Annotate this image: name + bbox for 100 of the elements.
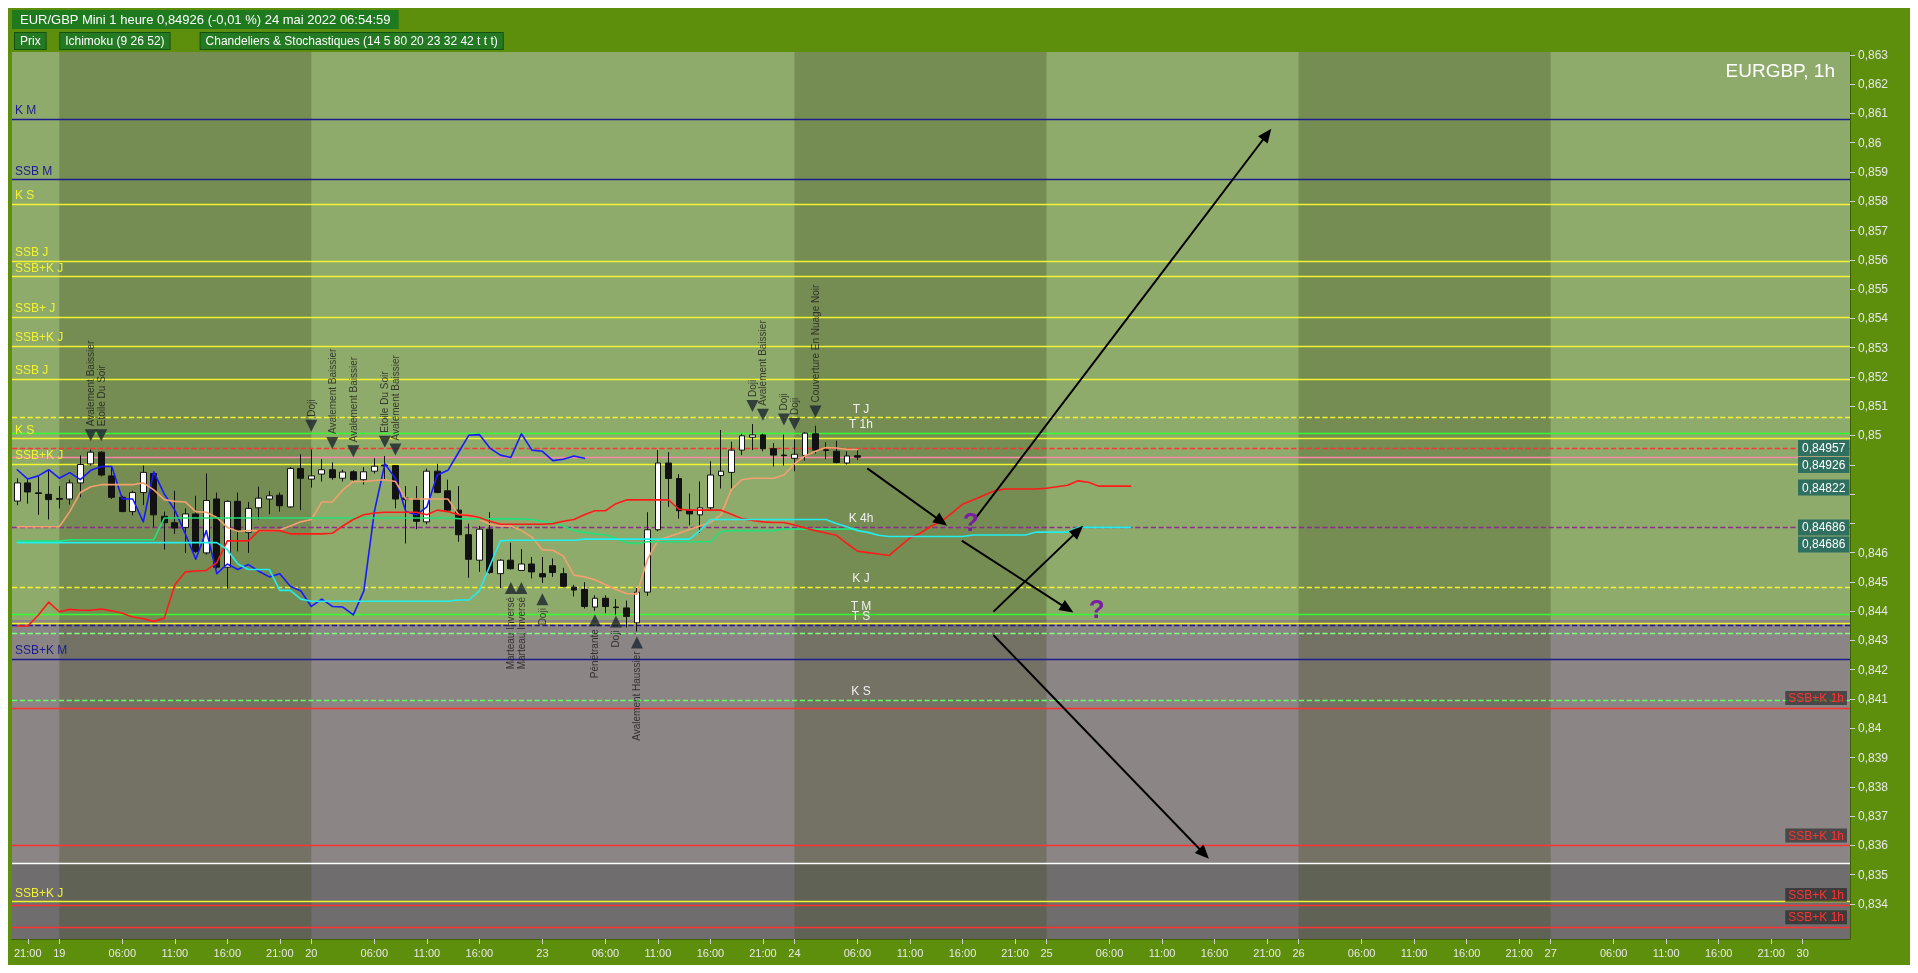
x-tick-label: 16:00 bbox=[948, 946, 977, 959]
y-tick-label: 0,841 bbox=[1858, 691, 1889, 706]
data-label: Marteau Inversé bbox=[505, 596, 517, 670]
y-tick-label: 0,842 bbox=[1858, 662, 1889, 677]
data-label: Avalement Baissier bbox=[85, 340, 97, 427]
x-tick-label: 16:00 bbox=[1704, 946, 1733, 959]
y-tick-label: 0,837 bbox=[1858, 809, 1889, 824]
point bbox=[777, 413, 790, 426]
y-tick-label: 0,834 bbox=[1858, 896, 1889, 911]
ref-line-label: SSB+K 1h bbox=[1788, 888, 1844, 903]
x-tick-label: 11:00 bbox=[644, 946, 672, 959]
ref-line-label: SSB+K 1h bbox=[1788, 910, 1844, 925]
chart-subtitle: EURGBP, 1h bbox=[1725, 60, 1835, 81]
x-tick-label: 27 bbox=[1544, 946, 1557, 959]
y-tick-label: 0,857 bbox=[1858, 223, 1889, 238]
data-label: Etoile Du Soir bbox=[379, 370, 391, 433]
ref-line-label: SSB+K J bbox=[15, 330, 64, 345]
ref-line-label: K J bbox=[852, 570, 870, 585]
x-tick-label: 16:00 bbox=[213, 946, 242, 959]
point bbox=[609, 615, 622, 628]
candlestick bbox=[791, 438, 798, 472]
x-tick-label: 23 bbox=[536, 946, 549, 959]
candlestick bbox=[234, 492, 241, 552]
point bbox=[746, 399, 759, 412]
x-tick-label: 21:00 bbox=[1001, 946, 1029, 959]
ref-line-label: K S bbox=[15, 422, 35, 437]
point bbox=[756, 408, 769, 421]
point bbox=[630, 636, 643, 649]
candlestick bbox=[318, 458, 325, 482]
x-tick-label: 16:00 bbox=[465, 946, 494, 959]
data-label: Couverture En Nuage Noir bbox=[809, 283, 821, 403]
ref-line-label: K 4h bbox=[848, 511, 874, 526]
candlestick bbox=[823, 441, 829, 460]
y-tick-label: 0,844 bbox=[1858, 604, 1889, 619]
ref-line-label: SSB+K 1h bbox=[1788, 691, 1844, 706]
candlestick bbox=[623, 600, 630, 629]
ref-line-label: SSB+ J bbox=[15, 301, 56, 316]
x-tick-label: 16:00 bbox=[1200, 946, 1229, 959]
ref-line-label: SSB M bbox=[15, 163, 53, 178]
point bbox=[84, 429, 97, 442]
ref-line-label: SSB+K 1h bbox=[1788, 828, 1844, 843]
x-tick-label: 20 bbox=[305, 946, 318, 959]
x-tick-label: 21:00 bbox=[1253, 946, 1281, 959]
candlestick bbox=[192, 495, 199, 554]
candlestick bbox=[276, 492, 283, 513]
candlestick bbox=[476, 525, 483, 573]
candlestick bbox=[665, 451, 672, 508]
candlestick bbox=[339, 469, 346, 482]
candlestick bbox=[592, 594, 598, 612]
ref-line-label: SSB+K M bbox=[15, 643, 68, 658]
candlestick bbox=[549, 557, 556, 578]
x-tick-label: 16:00 bbox=[696, 946, 725, 959]
data-label: Doji bbox=[778, 393, 790, 411]
y-tick-label: 0,853 bbox=[1858, 340, 1889, 355]
x-tick-label: 11:00 bbox=[1400, 946, 1428, 959]
data-label: Pénétrante bbox=[589, 628, 601, 679]
y-tick-label: 0,851 bbox=[1858, 399, 1889, 414]
candlestick bbox=[760, 433, 766, 452]
y-tick-label: 0,86 bbox=[1858, 135, 1882, 150]
data-label: Doji bbox=[746, 379, 758, 397]
candlestick bbox=[287, 466, 294, 509]
candlestick bbox=[854, 449, 861, 461]
candlestick bbox=[329, 461, 336, 481]
candlestick bbox=[360, 466, 367, 486]
candlestick bbox=[770, 442, 777, 468]
data-label: Doji bbox=[536, 608, 548, 626]
x-tick-label: 16:00 bbox=[1452, 946, 1481, 959]
candlestick bbox=[308, 449, 315, 489]
candlestick bbox=[35, 475, 42, 516]
x-tick-label: 11:00 bbox=[413, 946, 441, 959]
ref-line-label: SSB+K J bbox=[15, 885, 64, 900]
candlestick bbox=[571, 584, 577, 597]
data-label: Etoile Du Soir bbox=[95, 364, 107, 427]
ref-line-label: K S bbox=[851, 683, 871, 698]
candlestick bbox=[486, 511, 493, 575]
y-tick-label: 0,85 bbox=[1858, 428, 1882, 443]
annotation: 0,84957 bbox=[1802, 441, 1846, 456]
y-tick-label: 0,839 bbox=[1858, 750, 1889, 765]
candlestick bbox=[108, 466, 115, 500]
x-tick-label: 24 bbox=[788, 946, 801, 959]
y-tick-label: 0,838 bbox=[1858, 779, 1889, 794]
data-label: Marteau Inversé bbox=[515, 596, 527, 670]
candlestick bbox=[56, 485, 63, 509]
data-label: Avalement Baissier bbox=[389, 354, 401, 441]
candlestick bbox=[66, 479, 73, 506]
candlestick bbox=[528, 556, 535, 579]
x-tick-label: 11:00 bbox=[1652, 946, 1680, 959]
annotation: 0,84686 bbox=[1802, 537, 1846, 552]
y-tick-label: 0,855 bbox=[1858, 282, 1889, 297]
x-tick-label: 21:00 bbox=[266, 946, 294, 959]
text: Ichimoku (9 26 52) bbox=[65, 34, 165, 48]
candlestick bbox=[728, 441, 735, 491]
candlestick bbox=[718, 429, 724, 489]
candlestick bbox=[539, 556, 546, 584]
data-label: Avalement Baissier bbox=[757, 319, 769, 406]
x-tick-label: 06:00 bbox=[1095, 946, 1124, 959]
candlestick bbox=[812, 425, 819, 455]
y-tick-label: 0,861 bbox=[1858, 106, 1889, 121]
ref-line-label: SSB J bbox=[15, 362, 49, 377]
candlestick bbox=[655, 449, 661, 532]
